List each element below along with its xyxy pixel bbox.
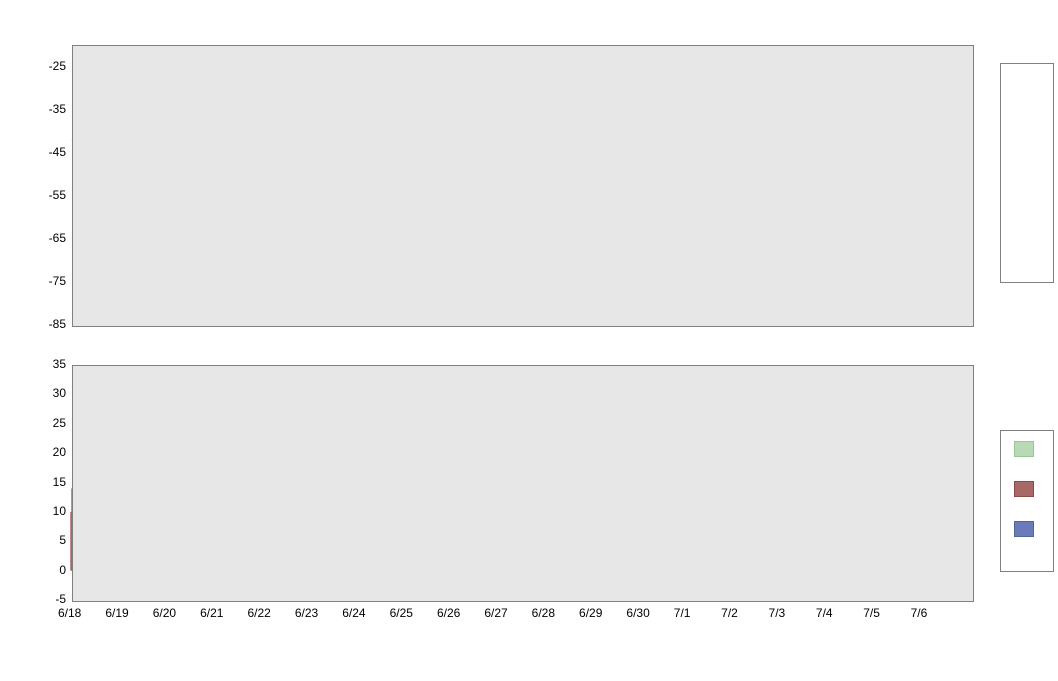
y-tick-label: 15 [53,475,66,489]
x-tick-label: 6/18 [58,606,81,620]
x-tick-label: 7/3 [769,606,786,620]
plot-panel [72,45,974,327]
y-tick-label: 30 [53,386,66,400]
x-tick-label: 7/5 [863,606,880,620]
y-tick-label: -45 [49,145,66,159]
x-tick-label: 6/22 [247,606,270,620]
x-tick-label: 7/6 [911,606,928,620]
x-tick-label: 6/30 [626,606,649,620]
y-tick-label: -55 [49,188,66,202]
y-tick-label: 10 [53,504,66,518]
y-tick-label: 20 [53,445,66,459]
plot-panel [72,365,974,602]
x-tick-label: 6/25 [390,606,413,620]
y-tick-label: -25 [49,59,66,73]
x-tick-label: 6/28 [532,606,555,620]
legend-swatch-area [1014,441,1034,457]
x-tick-label: 6/19 [105,606,128,620]
x-tick-label: 6/26 [437,606,460,620]
x-tick-label: 6/23 [295,606,318,620]
y-tick-label: 5 [59,533,66,547]
x-tick-label: 6/24 [342,606,365,620]
x-tick-label: 6/27 [484,606,507,620]
chart-canvas: -85 -75 -65 -55 -45 -35 -25 -5 0 5 10 15 20 25 30 35 6/1… [0,0,1058,681]
y-tick-label: -35 [49,102,66,116]
legend-swatch-red [1014,481,1034,497]
x-tick-label: 6/21 [200,606,223,620]
y-tick-label: 25 [53,416,66,430]
y-tick-label: 0 [59,563,66,577]
legend-box-top [1000,63,1054,283]
legend-swatch-blue [1014,521,1034,537]
y-tick-label: 35 [53,357,66,371]
y-tick-label: -5 [55,592,66,606]
y-tick-label: -65 [49,231,66,245]
x-tick-label: 6/20 [153,606,176,620]
x-tick-label: 6/29 [579,606,602,620]
y-tick-label: -75 [49,274,66,288]
x-tick-label: 7/2 [721,606,738,620]
x-tick-label: 7/1 [674,606,691,620]
y-tick-label: -85 [49,317,66,331]
x-tick-label: 7/4 [816,606,833,620]
